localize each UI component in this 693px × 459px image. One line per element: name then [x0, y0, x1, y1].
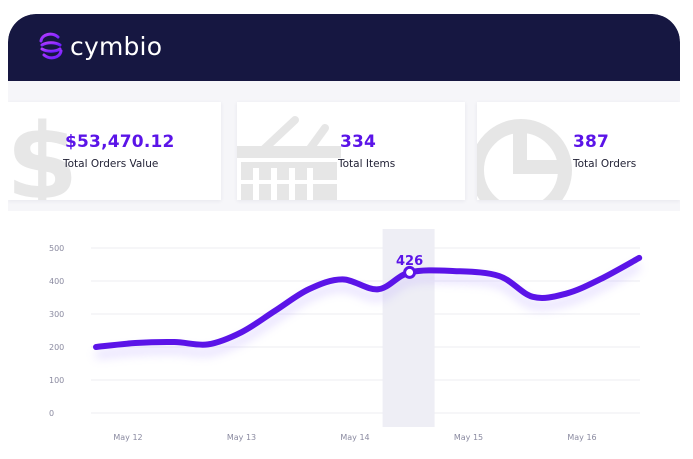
y-tick-label: 200	[49, 343, 64, 352]
total-orders-value: 387	[573, 132, 610, 152]
shopping-basket-icon	[237, 116, 341, 200]
svg-text:$: $	[8, 102, 78, 200]
y-tick-label: 400	[49, 277, 64, 286]
top-bar: cymbio	[8, 14, 680, 81]
pie-chart-icon	[477, 119, 572, 200]
series-line	[93, 254, 643, 350]
cymbio-logo-icon	[39, 32, 63, 60]
cymbio-logo[interactable]: cymbio	[38, 31, 162, 61]
y-tick-label: 300	[49, 310, 64, 319]
app-frame: cymbio $ $53,470.12 Total Orders Value 3…	[8, 14, 680, 459]
total-orders-label: Total Orders	[573, 158, 637, 170]
orders-chart-panel: 0 100 200 300 400 500 May 12 May 13 May 14 May 1…	[8, 211, 680, 459]
series-line-shadow	[95, 263, 641, 358]
y-tick-label: 500	[49, 244, 64, 253]
x-tick-label: May 12	[113, 433, 142, 442]
brand-name: cymbio	[70, 31, 163, 61]
total-items-label: Total Items	[338, 158, 396, 170]
x-tick-label: May 15	[454, 433, 483, 442]
x-tick-label: May 16	[567, 433, 596, 442]
orders-line-chart: 0 100 200 300 400 500 May 12 May 13 May 14 May 1…	[49, 229, 643, 442]
highlight-point[interactable]	[403, 265, 417, 279]
y-tick-label: 0	[49, 409, 54, 418]
total-orders-value-label: Total Orders Value	[63, 158, 159, 170]
total-items-card: 334 Total Items	[237, 102, 465, 200]
total-orders-value: $53,470.12	[65, 132, 175, 152]
total-items-value: 334	[340, 132, 377, 152]
x-tick-label: May 13	[227, 433, 256, 442]
y-tick-label: 100	[49, 376, 64, 385]
highlight-value-label: 426	[396, 254, 423, 269]
highlight-column	[382, 229, 435, 427]
dollar-icon: $	[8, 102, 78, 200]
total-orders-value-card: $ $53,470.12 Total Orders Value	[8, 102, 221, 200]
total-orders-card: 387 Total Orders	[477, 102, 680, 200]
x-tick-label: May 14	[340, 433, 369, 442]
